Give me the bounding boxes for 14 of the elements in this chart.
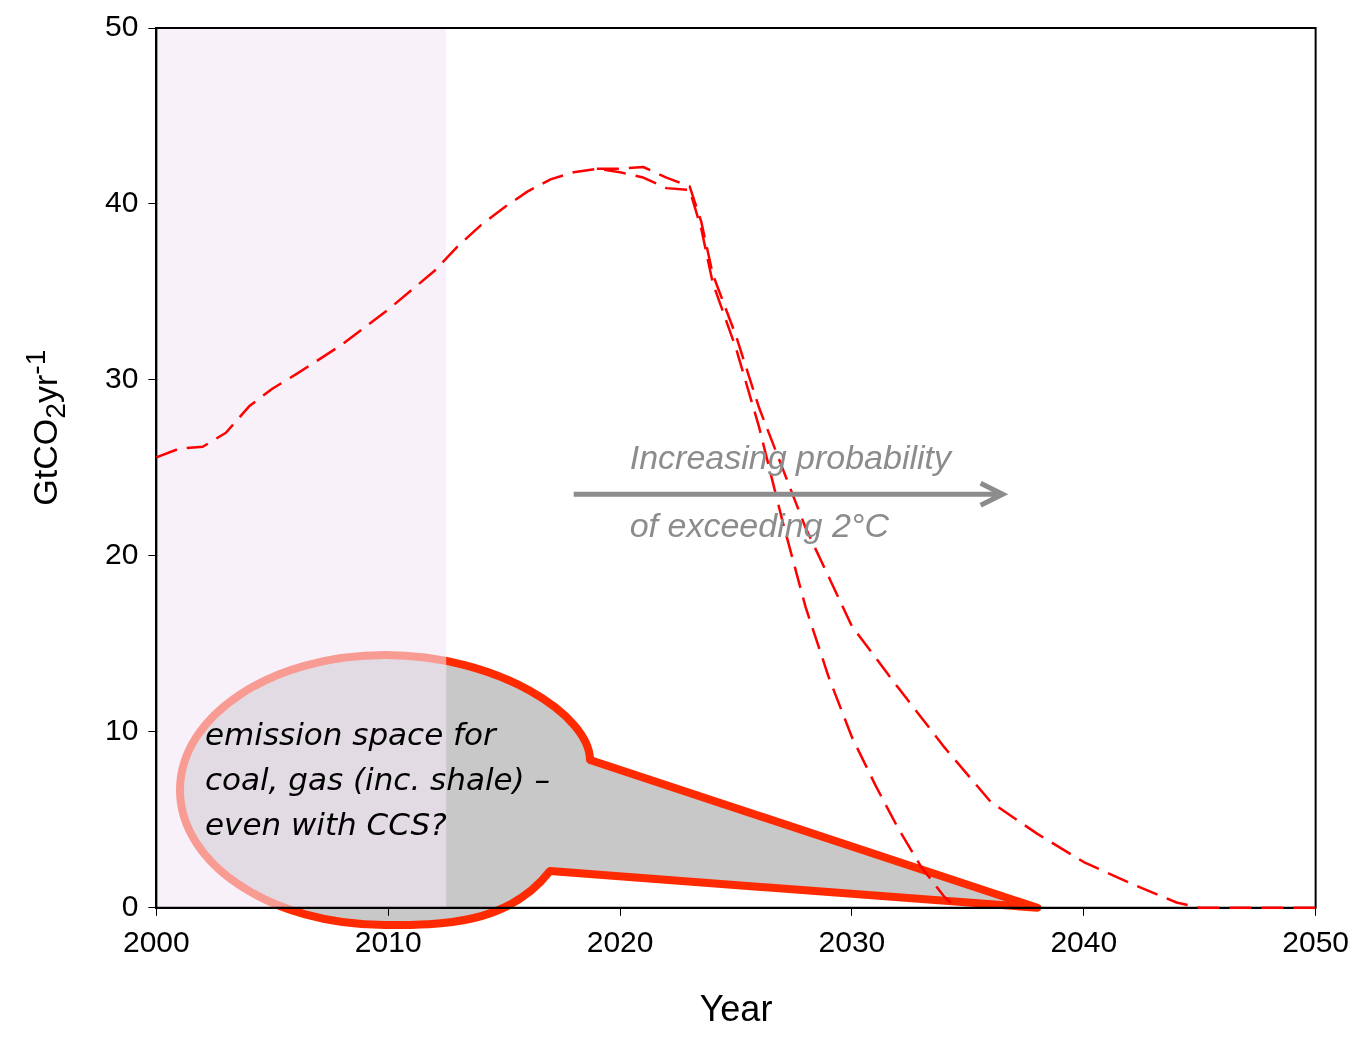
y-tick-label: 50: [104, 9, 139, 43]
y-tick-label: 10: [104, 713, 139, 747]
x-tick-label: 2050: [1282, 925, 1350, 959]
y-tick-label: 0: [121, 889, 139, 923]
x-tick-label: 2030: [818, 925, 886, 959]
x-tick-label: 2010: [354, 925, 422, 959]
y-tick-label: 40: [104, 185, 139, 219]
x-tick-label: 2020: [586, 925, 654, 959]
annotation: emission space for coal, gas (inc. shale) – even with CCS?: [205, 715, 552, 844]
x-tick-label: 2000: [122, 925, 190, 959]
x-axis-title: Year: [699, 988, 773, 1030]
x-tick-label: 2040: [1050, 925, 1118, 959]
y-tick-label: 30: [104, 361, 139, 395]
y-tick-label: 20: [104, 537, 139, 571]
